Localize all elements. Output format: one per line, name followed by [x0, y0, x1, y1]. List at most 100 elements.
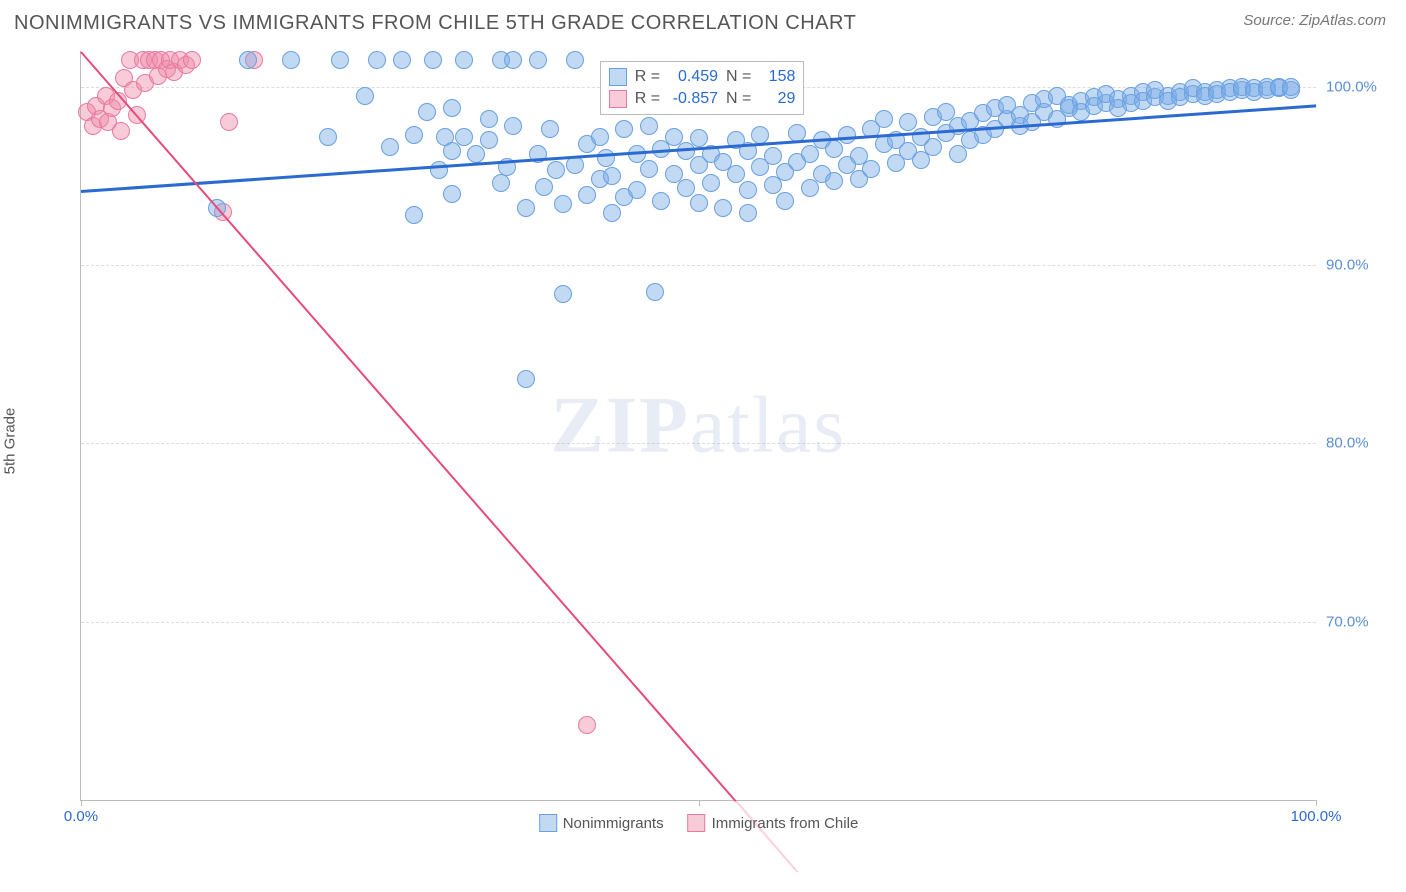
data-point [949, 145, 967, 163]
data-point [702, 174, 720, 192]
data-point [690, 129, 708, 147]
data-point [455, 51, 473, 69]
data-point [443, 142, 461, 160]
data-point [603, 204, 621, 222]
data-point [356, 87, 374, 105]
data-point [480, 131, 498, 149]
data-point [825, 172, 843, 190]
x-tick-label: 100.0% [1291, 808, 1342, 825]
data-point [801, 145, 819, 163]
series-swatch [609, 90, 627, 108]
y-tick-label: 100.0% [1326, 78, 1386, 95]
data-point [801, 179, 819, 197]
data-point [838, 126, 856, 144]
data-point [405, 206, 423, 224]
data-point [405, 126, 423, 144]
x-tick-mark [1316, 800, 1317, 806]
data-point [862, 160, 880, 178]
data-point [418, 103, 436, 121]
data-point [368, 51, 386, 69]
n-value: 158 [759, 68, 795, 86]
data-point [566, 51, 584, 69]
r-value: 0.459 [668, 68, 718, 86]
data-point [443, 99, 461, 117]
x-tick-mark [699, 800, 700, 806]
source-label: Source: ZipAtlas.com [1243, 12, 1386, 29]
data-point [529, 51, 547, 69]
stats-row: R = -0.857 N = 29 [609, 88, 796, 110]
n-label: N = [726, 68, 751, 86]
series-swatch [609, 68, 627, 86]
data-point [554, 285, 572, 303]
legend: Nonimmigrants Immigrants from Chile [539, 814, 859, 832]
data-point [331, 51, 349, 69]
data-point [535, 178, 553, 196]
data-point [1282, 78, 1300, 96]
data-point [690, 194, 708, 212]
data-point [825, 140, 843, 158]
data-point [319, 128, 337, 146]
gridline [81, 622, 1316, 623]
data-point [282, 51, 300, 69]
data-point [554, 195, 572, 213]
data-point [646, 283, 664, 301]
x-tick-mark [81, 800, 82, 806]
r-label: R = [635, 68, 660, 86]
data-point [591, 128, 609, 146]
data-point [112, 122, 130, 140]
data-point [467, 145, 485, 163]
data-point [504, 117, 522, 135]
trend-line [80, 51, 736, 801]
data-point [615, 120, 633, 138]
data-point [517, 370, 535, 388]
legend-swatch [688, 814, 706, 832]
data-point [455, 128, 473, 146]
data-point [776, 192, 794, 210]
data-point [541, 120, 559, 138]
legend-swatch [539, 814, 557, 832]
y-axis-label: 5th Grade [2, 408, 19, 475]
y-tick-label: 90.0% [1326, 257, 1386, 274]
source-link[interactable]: ZipAtlas.com [1299, 12, 1386, 29]
data-point [517, 199, 535, 217]
data-point [480, 110, 498, 128]
data-point [727, 165, 745, 183]
data-point [578, 186, 596, 204]
data-point [739, 181, 757, 199]
data-point [381, 138, 399, 156]
chart-area: 5th Grade ZIPatlas R =0.459N =158R =-0.8… [50, 41, 1396, 841]
legend-item[interactable]: Nonimmigrants [539, 814, 664, 832]
data-point [640, 117, 658, 135]
gridline [81, 443, 1316, 444]
data-point [628, 181, 646, 199]
data-point [239, 51, 257, 69]
data-point [739, 204, 757, 222]
legend-item[interactable]: Immigrants from Chile [688, 814, 859, 832]
data-point [578, 716, 596, 734]
data-point [183, 51, 201, 69]
trend-line [81, 104, 1316, 193]
data-point [640, 160, 658, 178]
data-point [764, 147, 782, 165]
n-label: N = [726, 90, 751, 108]
r-value: -0.857 [668, 90, 718, 108]
chart-title: NONIMMIGRANTS VS IMMIGRANTS FROM CHILE 5… [14, 12, 856, 35]
legend-label: Nonimmigrants [563, 815, 664, 832]
legend-label: Immigrants from Chile [712, 815, 859, 832]
r-label: R = [635, 90, 660, 108]
watermark: ZIPatlas [551, 380, 847, 471]
trend-line [735, 800, 798, 873]
correlation-stats-box: R = 0.459 N = 158 R = -0.857 N = 29 [600, 61, 805, 115]
data-point [924, 138, 942, 156]
data-point [652, 192, 670, 210]
data-point [424, 51, 442, 69]
data-point [220, 113, 238, 131]
chart-header: NONIMMIGRANTS VS IMMIGRANTS FROM CHILE 5… [0, 0, 1406, 41]
plot-region: ZIPatlas R =0.459N =158R =-0.857N =29 No… [80, 51, 1316, 801]
data-point [597, 149, 615, 167]
n-value: 29 [759, 90, 795, 108]
stats-row: R = 0.459 N = 158 [609, 66, 796, 88]
y-tick-label: 70.0% [1326, 613, 1386, 630]
data-point [714, 199, 732, 217]
data-point [492, 174, 510, 192]
